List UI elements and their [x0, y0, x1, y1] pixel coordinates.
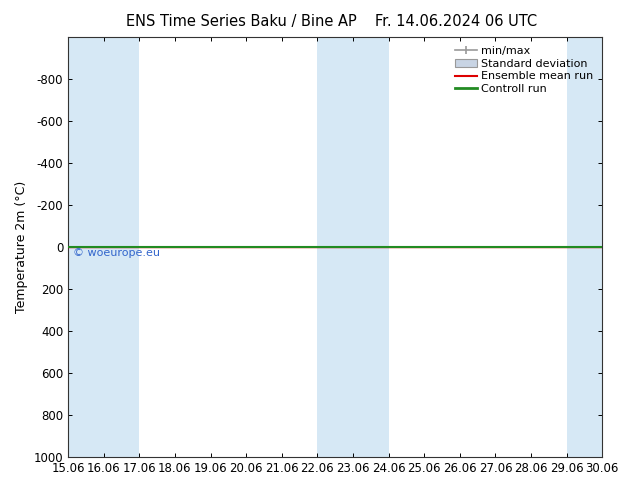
- Bar: [318, 37, 389, 457]
- Y-axis label: Temperature 2m (°C): Temperature 2m (°C): [15, 181, 28, 313]
- Bar: [567, 37, 602, 457]
- Bar: [68, 37, 139, 457]
- Legend: min/max, Standard deviation, Ensemble mean run, Controll run: min/max, Standard deviation, Ensemble me…: [451, 43, 597, 98]
- Text: ENS Time Series Baku / Bine AP: ENS Time Series Baku / Bine AP: [126, 14, 356, 29]
- Text: Fr. 14.06.2024 06 UTC: Fr. 14.06.2024 06 UTC: [375, 14, 538, 29]
- Text: © woeurope.eu: © woeurope.eu: [74, 248, 160, 258]
